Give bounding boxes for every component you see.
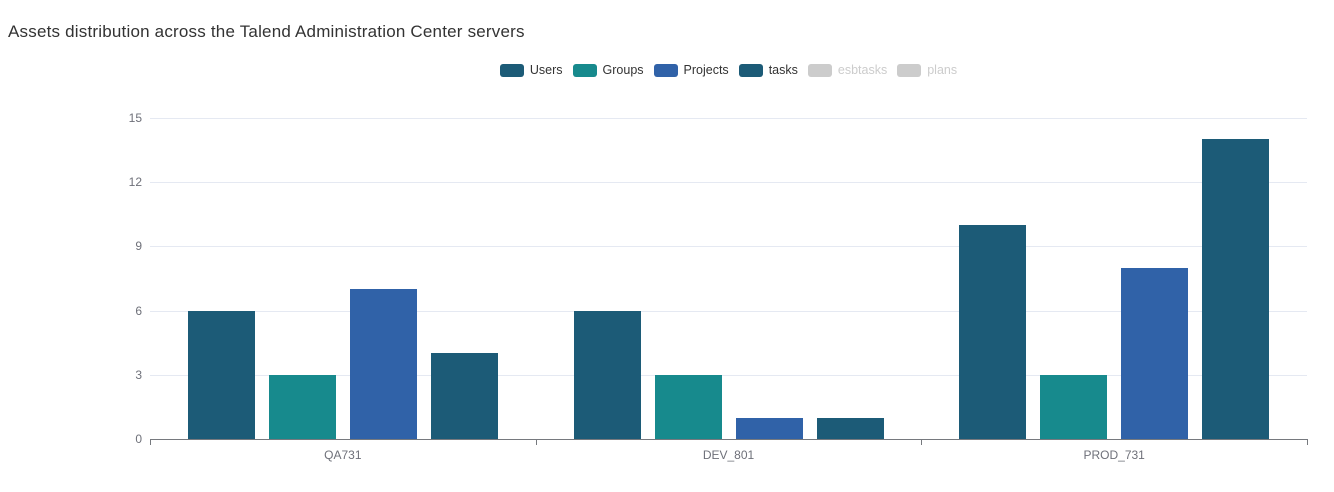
legend-item-groups[interactable]: Groups (572, 63, 644, 77)
bar-users-prod_731[interactable] (959, 225, 1027, 439)
x-axis-tick (921, 440, 923, 445)
bar-users-dev_801[interactable] (573, 310, 641, 439)
legend-item-tasks[interactable]: tasks (738, 63, 798, 77)
y-axis-tick-label: 3 (135, 367, 142, 382)
x-axis-category-label-prod_731: PROD_731 (1083, 448, 1145, 462)
gridline-y-9 (150, 246, 1307, 248)
legend-swatch-tasks (738, 63, 763, 77)
legend-item-esbtasks[interactable]: esbtasks (807, 63, 888, 77)
y-axis-tick-label: 6 (135, 303, 142, 318)
x-axis-line (150, 439, 1308, 440)
bar-tasks-dev_801[interactable] (816, 417, 884, 439)
legend-item-projects[interactable]: Projects (653, 63, 729, 77)
bar-tasks-qa731[interactable] (430, 353, 498, 439)
legend-label: esbtasks (837, 63, 888, 77)
bar-users-qa731[interactable] (187, 310, 255, 439)
x-axis-tick (150, 440, 151, 445)
gridline-y-12 (150, 182, 1307, 184)
bar-projects-qa731[interactable] (349, 289, 417, 439)
bar-projects-dev_801[interactable] (735, 417, 803, 439)
x-axis-tick (1307, 440, 1308, 445)
y-axis-tick-label: 0 (135, 432, 142, 446)
legend-swatch-plans (897, 63, 922, 77)
legend-label: tasks (768, 63, 798, 77)
y-axis-tick-label: 12 (128, 175, 142, 190)
bar-groups-prod_731[interactable] (1040, 374, 1108, 439)
bar-projects-prod_731[interactable] (1121, 267, 1189, 439)
x-axis-category-label-qa731: QA731 (324, 448, 362, 462)
legend-swatch-esbtasks (807, 63, 832, 77)
legend-swatch-users (499, 63, 524, 77)
legend-swatch-projects (653, 63, 678, 77)
y-axis-tick-label: 15 (128, 111, 142, 125)
bar-groups-dev_801[interactable] (654, 374, 722, 439)
bar-tasks-prod_731[interactable] (1202, 139, 1270, 439)
legend-label: Projects (683, 63, 729, 77)
legend: Users Groups Projects tasks esbtasks plans (150, 62, 1307, 78)
chart-title: Assets distribution across the Talend Ad… (8, 22, 525, 41)
x-axis-category-label-dev_801: DEV_801 (702, 448, 755, 462)
y-axis-tick-label: 9 (135, 239, 142, 254)
legend-label: plans (927, 63, 958, 77)
legend-item-plans[interactable]: plans (897, 63, 957, 77)
legend-label: Groups (602, 63, 644, 77)
bar-groups-qa731[interactable] (268, 374, 336, 439)
legend-swatch-groups (572, 63, 597, 77)
legend-item-users[interactable]: Users (499, 63, 563, 77)
x-axis-tick (535, 440, 537, 445)
gridline-y-15 (150, 118, 1307, 119)
legend-label: Users (529, 63, 563, 77)
